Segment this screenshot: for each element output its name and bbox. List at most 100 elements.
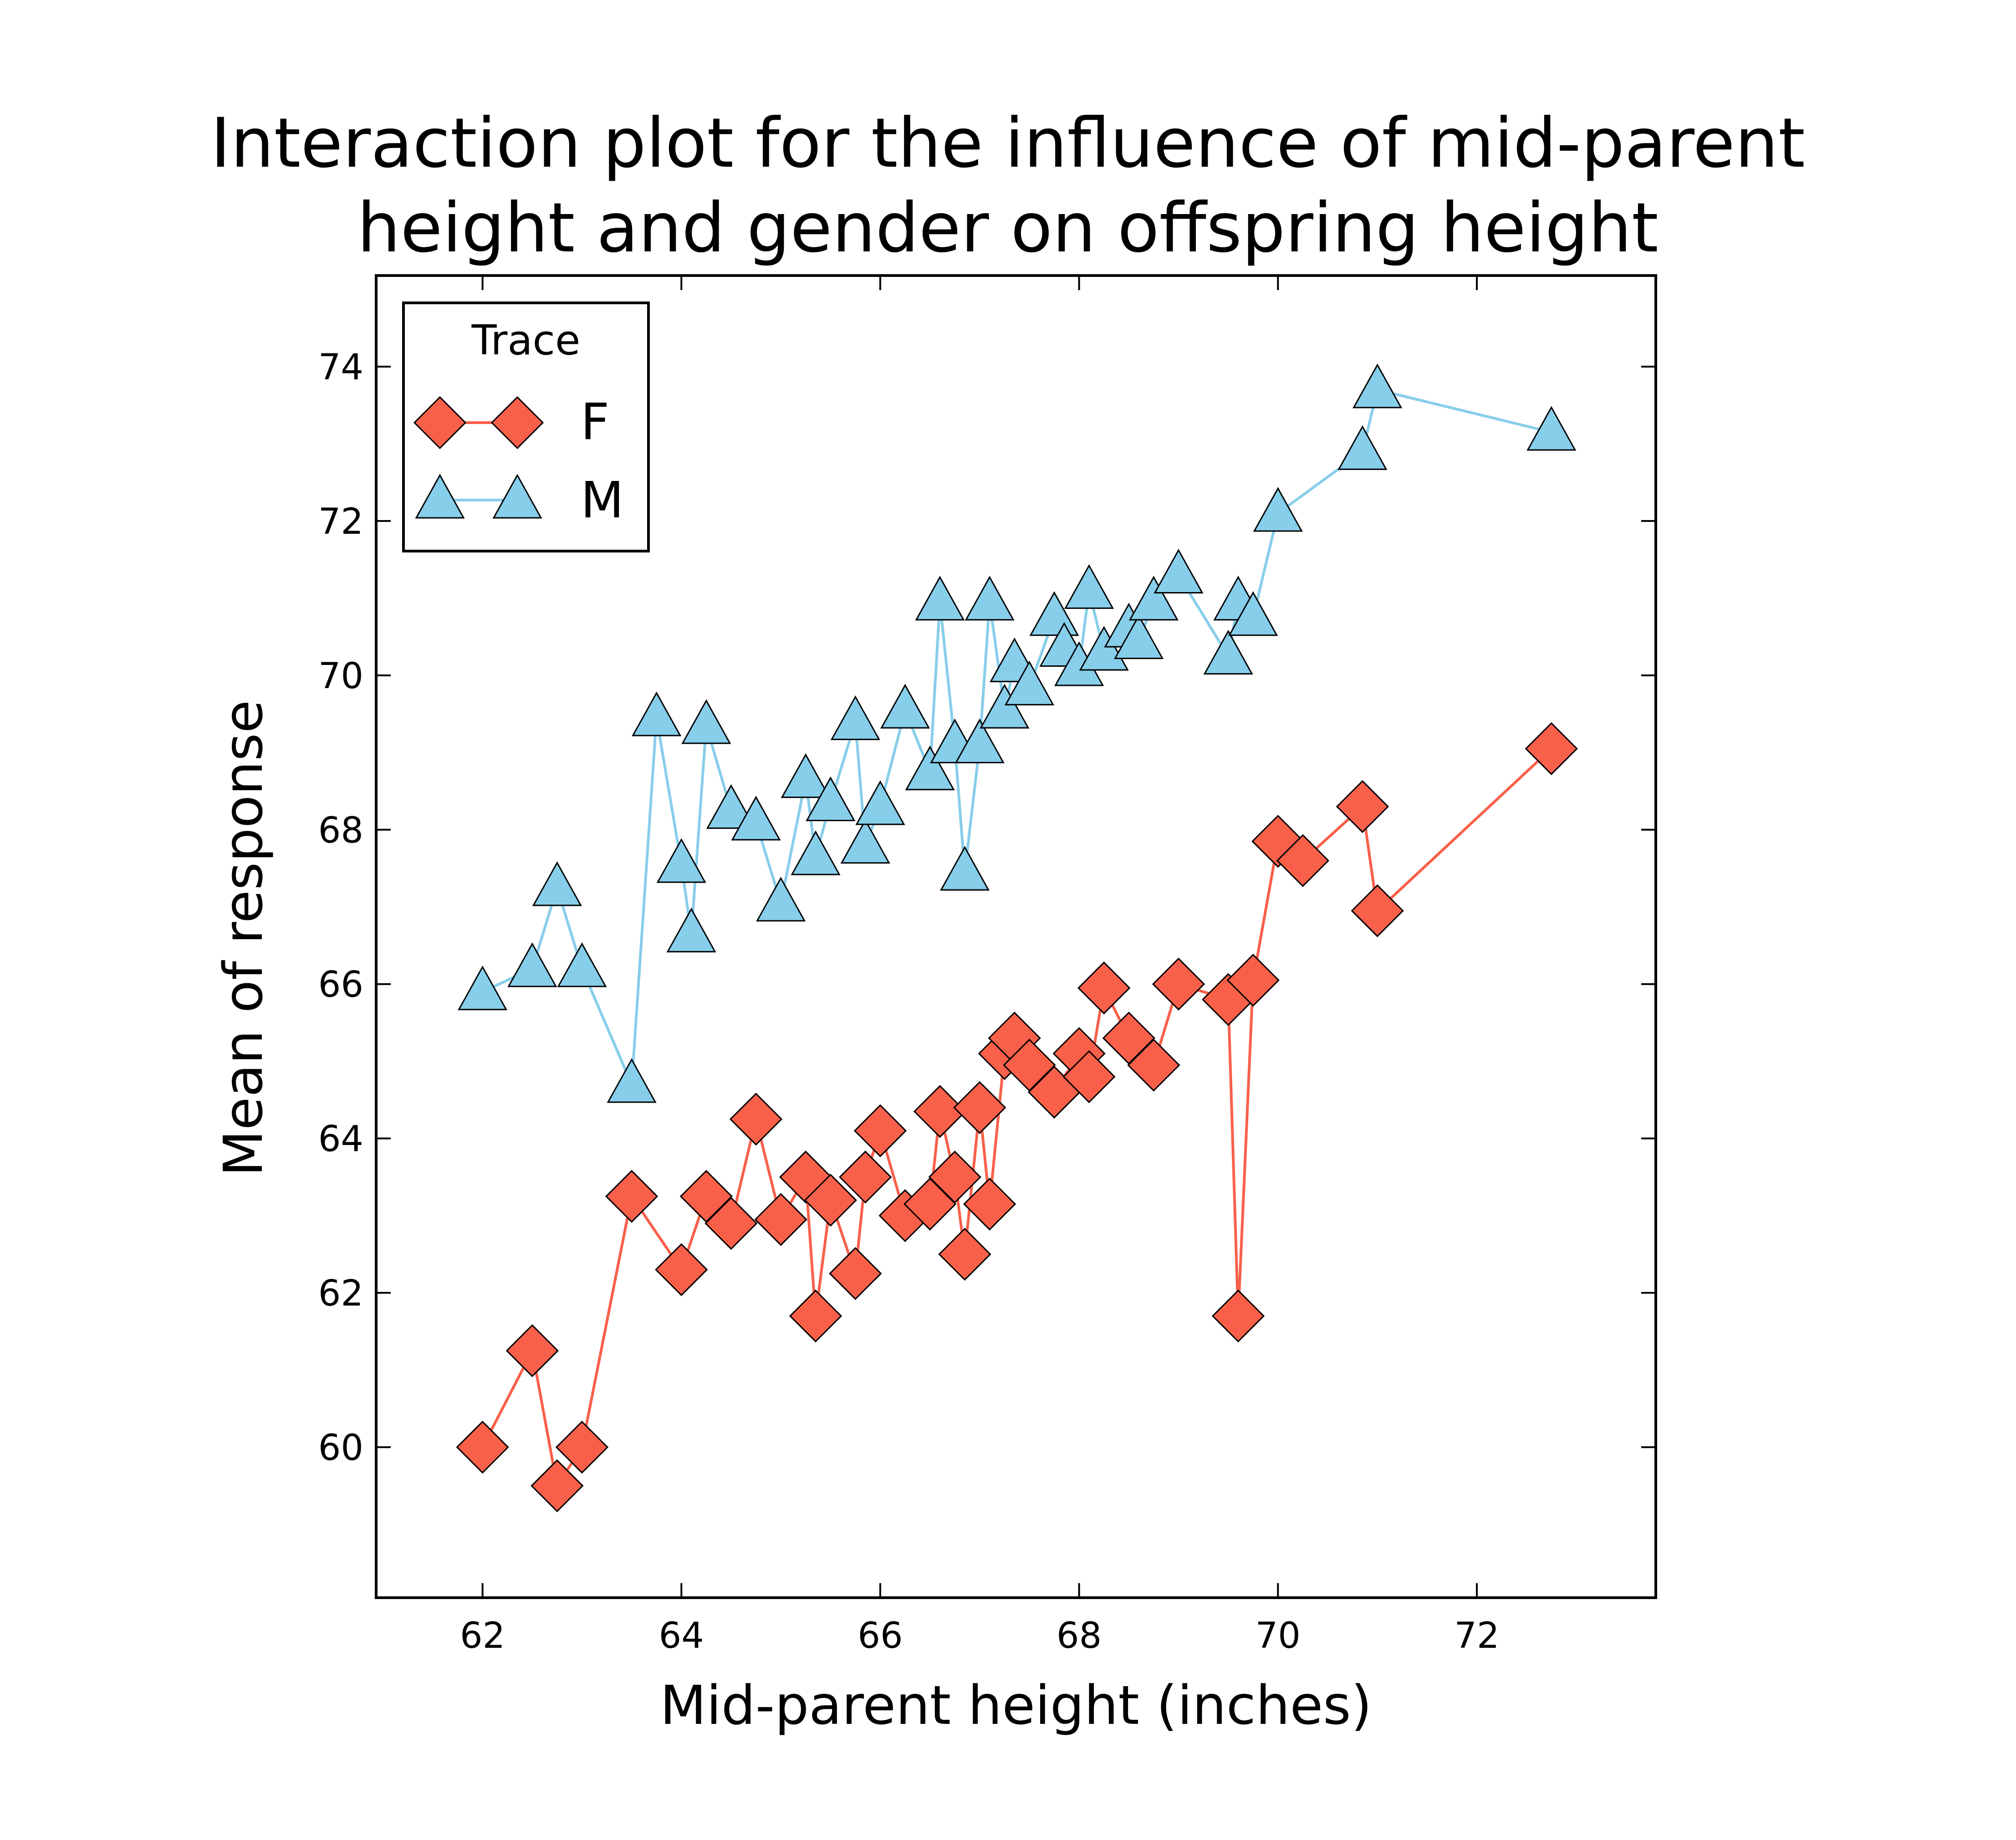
legend-marker-m [492,474,542,519]
data-point-m [791,830,841,875]
legend-marker-m [415,474,465,519]
legend-marker-f [490,396,544,450]
data-point-m [1114,614,1164,659]
legend: Trace F M [402,302,650,552]
data-point-m [1004,660,1055,705]
data-point-m [1353,363,1403,409]
data-point-m [1228,591,1278,636]
y-tick-label: 62 [318,1273,363,1314]
y-tick-label: 72 [318,501,363,542]
data-point-m [458,965,508,1011]
data-point-m [706,784,756,829]
data-point-f [1211,1289,1265,1343]
data-point-m [1203,629,1253,675]
data-point-f [456,1421,509,1474]
data-point-m [532,861,582,906]
data-point-f [1525,722,1578,775]
y-tick-label: 66 [318,965,363,1006]
data-point-m [1526,406,1577,451]
data-point-f [531,1459,584,1513]
y-tick-label: 64 [318,1119,363,1160]
y-tick-label: 60 [318,1428,363,1469]
data-point-m [840,818,890,864]
data-point-f [1127,1038,1180,1092]
data-point-f [953,1081,1006,1134]
chart-title-line-2: height and gender on offspring height [357,189,1659,268]
x-axis-label: Mid-parent height (inches) [660,1674,1372,1737]
legend-marker-f [413,396,467,450]
y-tick-label: 68 [318,810,363,851]
x-tick-label: 68 [1056,1615,1102,1656]
data-point-m [1253,487,1303,532]
data-point-m [980,684,1030,729]
data-point-m [607,1058,657,1103]
data-point-f [1077,961,1131,1015]
data-point-m [1029,591,1079,636]
data-point-f [804,1174,857,1227]
series-m [458,363,1577,1103]
data-point-m [855,780,905,825]
data-point-m [666,907,716,953]
data-point-m [756,877,806,922]
data-point-f [789,1289,842,1343]
data-point-f [729,1093,783,1146]
data-point-f [1276,834,1330,887]
data-point-f [829,1247,882,1300]
data-point-m [1079,626,1129,671]
data-point-m [507,942,557,987]
y-tick-label: 70 [318,656,363,697]
data-point-m [915,576,965,621]
x-tick-label: 64 [659,1615,704,1656]
x-tick-label: 62 [460,1615,505,1656]
data-point-f [655,1243,708,1296]
chart-title-line-1: Interaction plot for the influence of mi… [210,104,1805,183]
y-tick-label: 74 [318,347,363,388]
data-point-m [1064,564,1114,609]
x-tick-label: 70 [1256,1615,1301,1656]
legend-entry-f [413,396,544,450]
data-point-f [839,1150,892,1204]
x-tick-label: 66 [857,1615,903,1656]
data-point-m [1337,425,1388,470]
data-point-m [656,838,706,883]
data-point-f [1351,884,1404,937]
series-f [456,722,1578,1513]
x-tick-label: 72 [1454,1615,1499,1656]
data-point-m [954,718,1005,763]
data-point-f [505,1324,559,1377]
data-point-m [632,691,682,736]
data-point-m [731,796,781,841]
legend-label-f: F [581,393,609,451]
data-point-m [557,942,607,987]
legend-title: Trace [471,317,581,364]
data-point-f [1336,780,1389,833]
data-point-f [853,1104,907,1157]
y-axis-label: Mean of response [212,700,275,1176]
data-point-f [555,1421,609,1474]
data-point-f [754,1193,807,1246]
ticks-layer: 62 64 66 68 70 72 60 62 64 66 68 70 72 74 [318,276,1656,1656]
data-point-f [928,1150,981,1204]
data-point-m [880,684,930,729]
data-point-m [1128,576,1179,621]
plot-frame [375,274,1657,1599]
data-point-m [681,699,731,744]
data-point-f [938,1227,991,1281]
data-point-m [905,745,955,791]
data-point-f [913,1085,967,1138]
data-point-f [963,1177,1016,1231]
data-point-m [940,846,990,891]
data-point-f [1152,957,1205,1011]
data-point-f [1226,954,1280,1007]
legend-entry-m [415,474,542,519]
legend-label-m: M [581,471,624,529]
data-point-m [1153,548,1204,594]
series-layer [456,363,1578,1513]
data-point-f [704,1196,758,1250]
data-point-m [965,576,1015,621]
data-point-f [1062,1050,1116,1104]
data-point-m [830,695,880,741]
data-point-f [605,1170,658,1223]
